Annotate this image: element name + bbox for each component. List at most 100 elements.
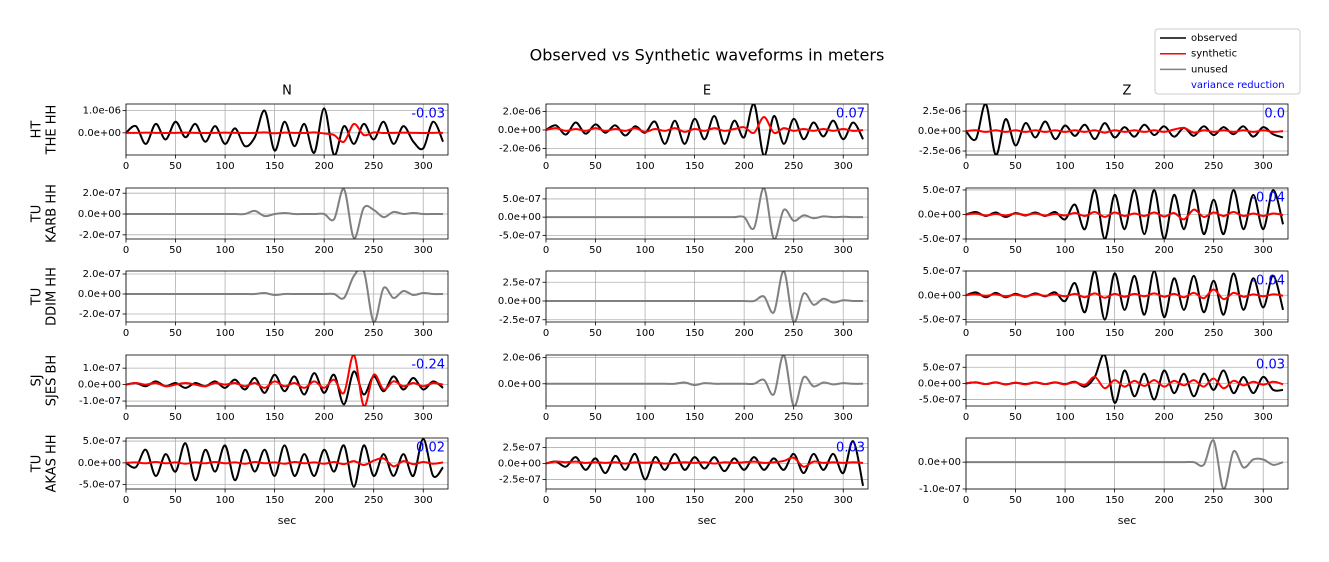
- x-tick-label: 150: [1105, 245, 1124, 256]
- x-tick-label: 50: [169, 495, 182, 506]
- trace: [966, 439, 1284, 489]
- panel: 0 50 100 150 200 250 300 5.0e-07 0.0e+00 -5.0e-07…: [918, 185, 1289, 256]
- x-tick-label: 100: [636, 412, 655, 423]
- y-axis-label: AKAS HH: [45, 434, 60, 492]
- panel: 0 50 100 150 200 250 300 2.0e-07 0.0e+00 -2.0e-07…: [30, 184, 449, 256]
- legend-label: observed: [1191, 33, 1237, 44]
- legend-box: [1154, 28, 1301, 95]
- axes-frame: [125, 270, 449, 323]
- y-tick-label: -2.0e-07: [79, 230, 121, 241]
- y-tick-label: 2.5e-07: [503, 443, 541, 454]
- trace: [546, 456, 864, 468]
- x-tick-label: 200: [315, 245, 334, 256]
- y-axis-label: TU: [30, 288, 45, 306]
- x-tick-label: 0: [543, 245, 549, 256]
- y-tick-label: -2.0e-07: [79, 309, 121, 320]
- panel: 0 50 100 150 200 250 300 1.0e-07 0.0e+00 -1.0e-07…: [30, 354, 449, 423]
- x-tick-label: 300: [834, 245, 853, 256]
- x-tick-label: 150: [685, 495, 704, 506]
- x-tick-label: 250: [364, 245, 383, 256]
- panel: 0 50 100 150 200 250 300 2.5e-06 0.0e+00 -2.5e-06…: [918, 84, 1289, 172]
- x-tick-label: 0: [123, 412, 129, 423]
- y-tick-label: 2.0e-06: [503, 106, 541, 117]
- x-tick-label: 50: [169, 328, 182, 339]
- x-tick-label: 0: [543, 412, 549, 423]
- x-tick-label: 100: [216, 245, 235, 256]
- x-axis-label: sec: [1118, 514, 1137, 527]
- x-tick-label: 0: [963, 328, 969, 339]
- axes-frame: [965, 270, 1289, 323]
- y-tick-label: 5.0e-07: [503, 194, 541, 205]
- x-tick-label: 100: [636, 245, 655, 256]
- y-tick-label: -5.0e-07: [499, 230, 541, 241]
- y-tick-label: 0.0e+00: [498, 379, 541, 390]
- x-tick-label: 100: [216, 495, 235, 506]
- x-tick-label: 0: [543, 495, 549, 506]
- y-axis-label: DDIM HH: [45, 267, 60, 326]
- x-tick-label: 50: [1009, 245, 1022, 256]
- x-tick-label: 100: [636, 495, 655, 506]
- y-tick-label: -5.0e-07: [919, 395, 961, 406]
- x-tick-label: 300: [414, 495, 433, 506]
- x-tick-label: 50: [169, 161, 182, 172]
- x-tick-label: 100: [216, 328, 235, 339]
- x-tick-label: 50: [1009, 161, 1022, 172]
- axes-frame: [545, 354, 869, 407]
- x-tick-label: 200: [315, 161, 334, 172]
- x-tick-label: 100: [1056, 495, 1075, 506]
- x-tick-label: 0: [123, 161, 129, 172]
- x-tick-label: 100: [216, 412, 235, 423]
- x-tick-label: 300: [1254, 161, 1273, 172]
- x-tick-label: 50: [589, 245, 602, 256]
- x-tick-label: 300: [414, 328, 433, 339]
- figure-title: Observed vs Synthetic waveforms in meter…: [530, 46, 885, 65]
- y-tick-label: -5.0e-07: [919, 234, 961, 245]
- x-tick-label: 50: [589, 495, 602, 506]
- trace: [546, 104, 864, 155]
- y-tick-label: 5.0e-07: [83, 436, 121, 447]
- x-tick-label: 100: [216, 161, 235, 172]
- panel-title: E: [703, 84, 711, 99]
- legend-label: synthetic: [1191, 49, 1237, 60]
- x-tick-label: 50: [169, 245, 182, 256]
- y-tick-label: -2.5e-06: [919, 146, 961, 157]
- panel-title: N: [282, 84, 292, 99]
- y-axis-label: SJES BH: [45, 355, 60, 406]
- x-tick-label: 100: [636, 328, 655, 339]
- x-tick-label: 150: [265, 161, 284, 172]
- x-tick-label: 250: [1204, 161, 1223, 172]
- x-tick-label: 200: [1155, 245, 1174, 256]
- y-tick-label: 0.0e+00: [918, 378, 961, 389]
- panel: 0 50 100 150 200 250 300 5.0e-07 0.0e+00 -5.0e-07: [498, 187, 869, 256]
- x-tick-label: 300: [834, 161, 853, 172]
- trace: [126, 457, 444, 468]
- axes-frame: [545, 103, 869, 156]
- panel: 0 50 100 150 200 250 300 2.5e-07 0.0e+00 -2.5e-07: [498, 270, 869, 339]
- x-tick-label: 0: [963, 495, 969, 506]
- trace: [546, 188, 864, 239]
- x-tick-label: 150: [1105, 412, 1124, 423]
- y-axis-label: SJ: [30, 374, 45, 386]
- trace: [966, 104, 1284, 155]
- x-tick-label: 300: [1254, 495, 1273, 506]
- x-tick-label: 200: [1155, 495, 1174, 506]
- axes-frame: [125, 437, 449, 490]
- x-tick-label: 150: [685, 245, 704, 256]
- x-tick-label: 200: [1155, 328, 1174, 339]
- y-tick-label: 2.5e-07: [503, 277, 541, 288]
- x-tick-label: 200: [315, 495, 334, 506]
- x-tick-label: 150: [685, 161, 704, 172]
- x-tick-label: 100: [1056, 412, 1075, 423]
- x-tick-label: 50: [589, 412, 602, 423]
- x-tick-label: 100: [1056, 245, 1075, 256]
- x-tick-label: 250: [364, 495, 383, 506]
- y-tick-label: 0.0e+00: [498, 125, 541, 136]
- x-tick-label: 0: [123, 328, 129, 339]
- x-tick-label: 300: [414, 412, 433, 423]
- y-tick-label: 0.0e+00: [78, 128, 121, 139]
- y-tick-label: 0.0e+00: [78, 289, 121, 300]
- x-tick-label: 100: [1056, 328, 1075, 339]
- x-tick-label: 300: [1254, 412, 1273, 423]
- variance-reduction: 0.03: [836, 441, 865, 456]
